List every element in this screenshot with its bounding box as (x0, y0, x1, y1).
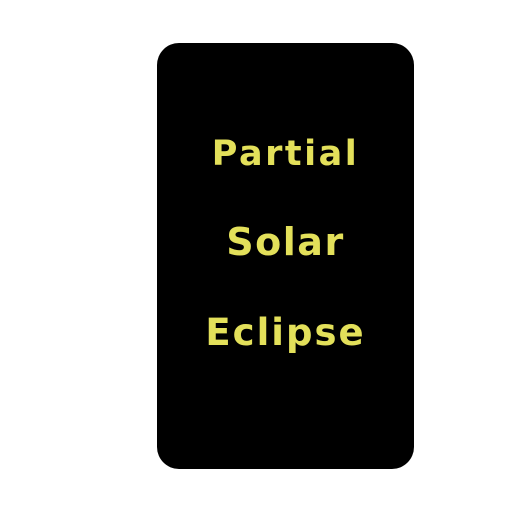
title-line-partial: Partial (211, 134, 360, 174)
title-line-eclipse: Eclipse (205, 311, 366, 354)
title-line-solar: Solar (226, 220, 345, 264)
title-card: Partial Solar Eclipse (157, 43, 414, 469)
